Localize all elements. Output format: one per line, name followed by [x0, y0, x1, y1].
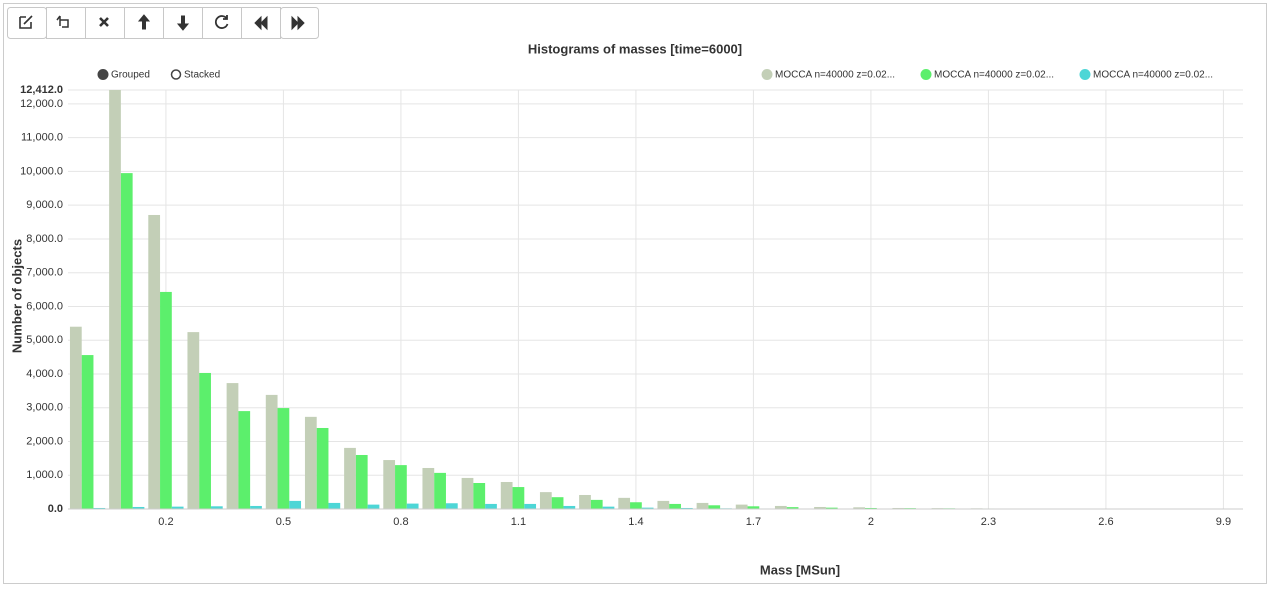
bar: [109, 90, 121, 509]
x-tick-label: 0.8: [393, 516, 408, 528]
y-tick-label: 7,000.0: [26, 267, 63, 279]
x-tick-label: 9.9: [1216, 516, 1231, 528]
y-tick-label: 6,000.0: [26, 300, 63, 312]
toolbar: [8, 8, 319, 39]
x-tick-label: 2.3: [981, 516, 996, 528]
bar: [736, 505, 748, 509]
legend-label: MOCCA n=40000 z=0.02...: [934, 70, 1054, 81]
bar: [121, 173, 133, 509]
control-label[interactable]: Grouped: [111, 70, 150, 81]
bar: [356, 455, 368, 509]
y-axis-label: Number of objects: [9, 239, 24, 353]
bar: [708, 505, 720, 509]
bar: [513, 487, 525, 509]
bar: [344, 448, 356, 509]
y-tick-label: 5,000.0: [26, 334, 63, 346]
bar: [552, 497, 564, 509]
bar: [395, 465, 407, 509]
bar: [446, 503, 458, 509]
y-tick-label: 11,000.0: [21, 132, 63, 144]
select-button[interactable]: [47, 8, 86, 39]
y-tick-label: 12,000.0: [20, 98, 63, 110]
control-stacked[interactable]: [172, 70, 181, 79]
bar: [630, 502, 642, 509]
bar: [266, 395, 278, 509]
bar: [278, 408, 290, 509]
legend-swatch: [762, 70, 772, 80]
legend-swatch: [921, 70, 931, 80]
control-label[interactable]: Stacked: [184, 70, 220, 81]
bar: [591, 500, 603, 509]
bar: [383, 460, 395, 509]
bar: [160, 292, 172, 509]
x-tick-label: 2: [868, 516, 874, 528]
y-tick-label: 0.0: [48, 503, 63, 515]
y-tick-label: 4,000.0: [26, 368, 63, 380]
bar: [669, 504, 681, 509]
x-axis-label: Mass [MSun]: [760, 562, 840, 577]
y-tick-label: 8,000.0: [26, 233, 63, 245]
x-tick-label: 1.1: [511, 516, 526, 528]
bar: [697, 503, 709, 509]
y-tick-label: 1,000.0: [26, 469, 63, 481]
bar: [148, 215, 160, 509]
legend-swatch: [1080, 70, 1090, 80]
bar: [199, 373, 211, 509]
bar: [70, 327, 82, 509]
y-tick-label: 9,000.0: [26, 199, 63, 211]
x-tick-label: 0.5: [276, 516, 291, 528]
bar: [368, 505, 380, 509]
bar: [187, 332, 199, 509]
y-tick-label: 2,000.0: [26, 435, 63, 447]
bar: [462, 478, 474, 509]
legend-label: MOCCA n=40000 z=0.02...: [775, 70, 895, 81]
bar: [434, 473, 446, 509]
x-tick-label: 1.7: [746, 516, 761, 528]
refresh-button[interactable]: [203, 8, 242, 39]
bar: [238, 411, 250, 509]
x-tick-label: 0.2: [158, 516, 173, 528]
bar: [227, 383, 239, 509]
bar: [657, 501, 669, 509]
bar: [524, 504, 536, 509]
y-tick-label: 12,412.0: [20, 84, 63, 96]
bar: [422, 468, 434, 509]
bar: [407, 504, 419, 509]
edit-button[interactable]: [8, 8, 47, 39]
bar: [485, 504, 497, 509]
x-tick-label: 2.6: [1098, 516, 1113, 528]
y-tick-label: 10,000.0: [20, 165, 63, 177]
chart-title: Histograms of masses [time=6000]: [528, 41, 742, 56]
bar: [579, 495, 591, 509]
bar: [328, 503, 340, 509]
bar: [501, 482, 513, 509]
y-tick-label: 3,000.0: [26, 402, 63, 414]
legend-label: MOCCA n=40000 z=0.02...: [1093, 70, 1213, 81]
bar: [82, 355, 94, 509]
control-grouped[interactable]: [98, 70, 108, 80]
bar: [540, 492, 552, 509]
bar: [289, 501, 301, 509]
bar: [317, 428, 329, 509]
x-tick-label: 1.4: [628, 516, 643, 528]
bar: [618, 498, 630, 509]
bar: [305, 417, 317, 509]
bar: [473, 483, 485, 509]
